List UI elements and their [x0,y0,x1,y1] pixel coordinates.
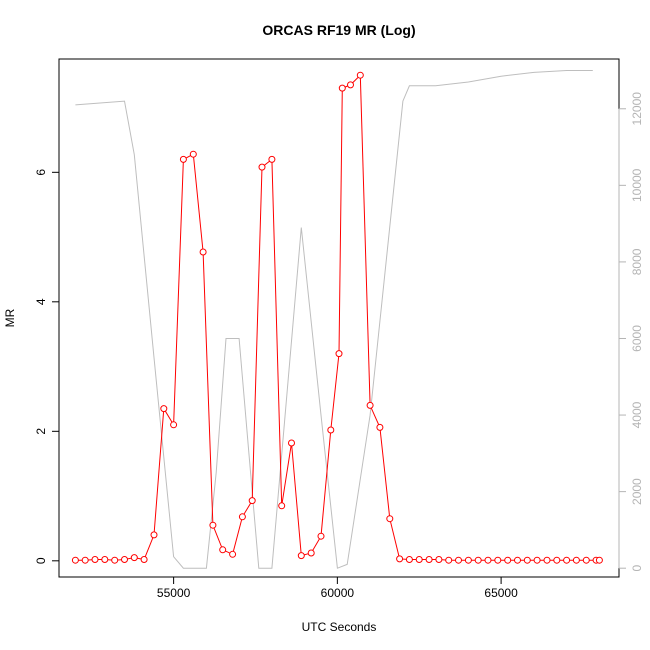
data-point [425,556,433,563]
data-point [71,556,79,564]
data-point [81,556,89,564]
data-point [327,426,335,434]
y2-tick-label: 2000 [630,478,644,505]
data-point [514,556,521,564]
data-point [140,556,148,563]
data-point [366,401,374,409]
data-point [229,550,237,558]
y-tick-label: 4 [34,298,48,305]
data-point [523,556,531,564]
data-point [386,515,394,523]
y2-tick-label: 10000 [630,168,644,202]
data-point [179,155,187,163]
data-point [101,556,109,563]
data-point [595,556,603,564]
data-point [335,350,343,358]
y2-tick-label: 0 [630,565,644,572]
data-point [121,556,128,563]
data-point [307,549,315,557]
data-point [189,150,197,158]
data-point [504,556,512,564]
data-point [258,163,266,171]
x-tick-label: 55000 [157,586,191,600]
data-point [170,421,178,429]
data-point [297,552,305,560]
data-point [288,439,295,447]
y-tick-label: 6 [34,169,48,176]
data-point [347,81,354,89]
x-axis: 55000 60000 65000 [157,576,518,600]
data-point [396,555,404,563]
data-point [405,556,413,563]
series-gray-line [75,70,593,569]
data-point [160,405,168,413]
data-point [111,556,119,564]
data-point [317,532,325,540]
y-axis-label: MR [3,308,17,327]
y2-tick-label: 6000 [630,325,644,352]
data-point [91,556,99,563]
data-point [484,556,492,564]
y2-tick-label: 8000 [630,248,644,275]
y-tick-label: 2 [34,428,48,435]
data-point [415,556,423,563]
data-point [533,556,541,564]
chart-title: ORCAS RF19 MR (Log) [262,22,415,38]
data-point [435,556,443,563]
y-axis-right: 0 2000 4000 6000 8000 10000 12000 [618,92,644,572]
data-point [543,556,551,564]
data-point [278,502,286,510]
data-point [338,84,346,92]
data-point [494,556,502,564]
data-point [464,556,472,564]
red-series-line [75,74,600,561]
y2-tick-label: 4000 [630,401,644,428]
data-point [474,556,482,564]
y-tick-label: 0 [34,557,48,564]
data-point [238,513,246,521]
x-tick-label: 60000 [321,586,355,600]
data-point [445,556,453,564]
data-point [248,497,256,505]
data-point [572,556,580,564]
data-point [209,521,217,529]
y2-tick-label: 12000 [630,92,644,126]
data-point [199,248,207,256]
data-point [130,554,138,562]
y-axis-left: 0 2 4 6 [34,169,60,564]
x-tick-label: 65000 [484,586,518,600]
data-point [268,155,276,163]
data-point [563,556,571,564]
gray-series-line [75,70,593,569]
data-point [219,546,227,554]
data-point [376,423,384,431]
data-point [150,531,158,539]
data-point [356,71,364,79]
data-point [553,556,561,564]
data-point [582,556,590,564]
series-red-line [71,71,603,564]
data-point [455,556,462,564]
x-axis-label: UTC Seconds [302,620,377,634]
